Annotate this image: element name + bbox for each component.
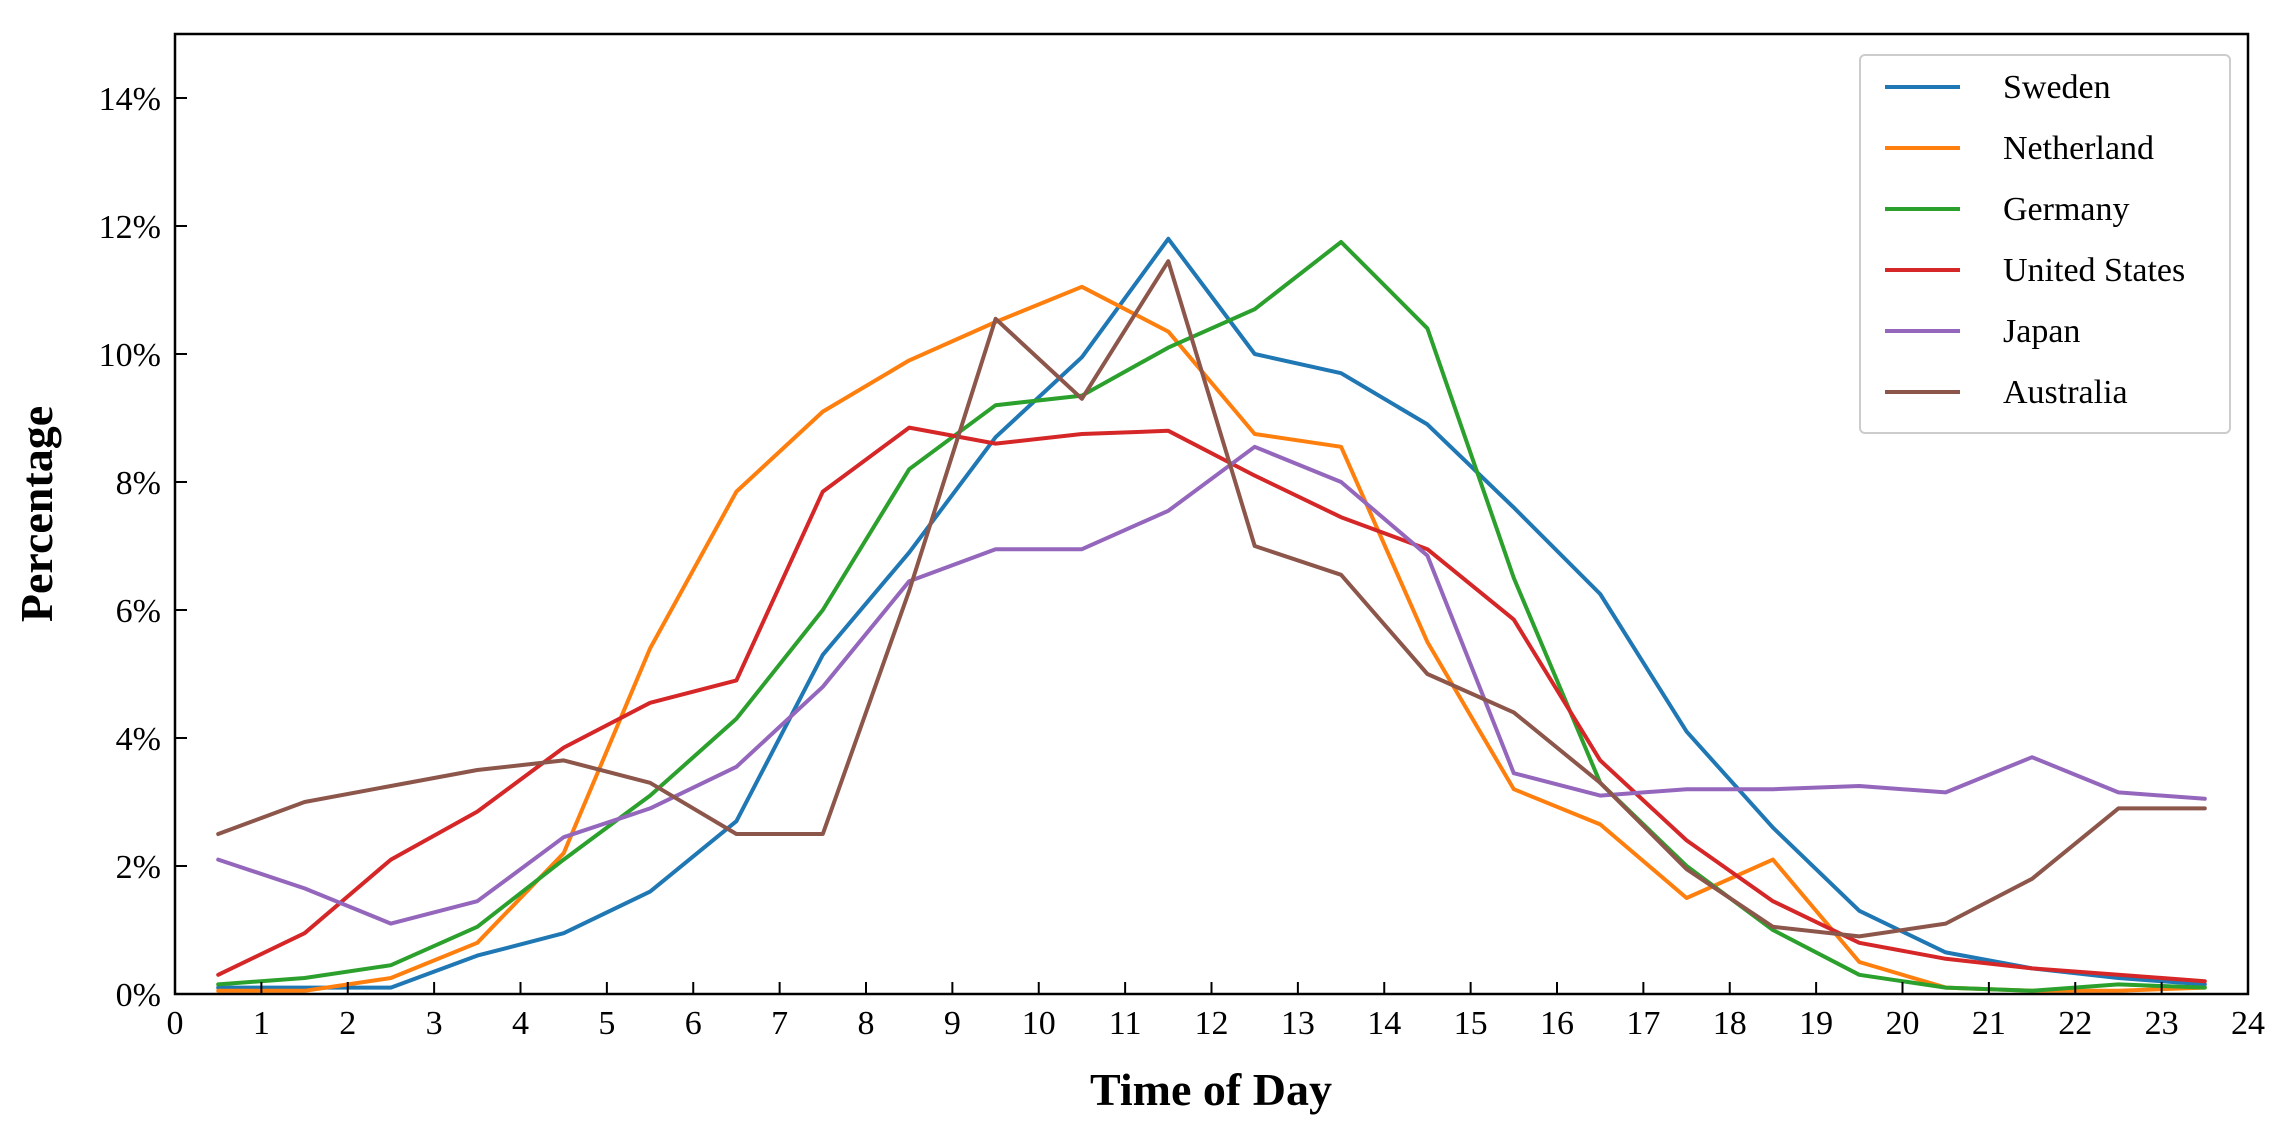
y-tick-label-12: 12% [99,209,161,246]
series-line-australia [216,259,2207,939]
series-line-netherland [216,284,2207,993]
y-tick-label-14: 14% [99,81,161,118]
x-tick-label-17: 17 [1626,1005,1660,1042]
x-tick-label-8: 8 [858,1005,875,1042]
x-tick-label-22: 22 [2058,1005,2092,1042]
x-tick-label-21: 21 [1972,1005,2006,1042]
x-tick-label-10: 10 [1022,1005,1056,1042]
x-tick-label-0: 0 [167,1005,184,1042]
x-tick-label-6: 6 [685,1005,702,1042]
y-tick-label-8: 8% [116,465,161,502]
legend-label-australia: Australia [2003,374,2128,411]
x-tick-label-3: 3 [426,1005,443,1042]
series-line-japan [216,444,2207,926]
x-tick-label-2: 2 [339,1005,356,1042]
y-tick-label-10: 10% [99,337,161,374]
x-tick-label-24: 24 [2231,1005,2265,1042]
x-tick-label-12: 12 [1195,1005,1229,1042]
y-tick-label-0: 0% [116,977,161,1014]
x-tick-label-18: 18 [1713,1005,1747,1042]
legend: Sweden Netherland Germany United States Japa… [1859,54,2231,434]
x-tick-label-11: 11 [1109,1005,1142,1042]
x-tick-label-1: 1 [253,1005,270,1042]
x-tick-label-4: 4 [512,1005,529,1042]
legend-label-germany: Germany [2003,191,2130,228]
x-tick-label-20: 20 [1886,1005,1920,1042]
x-tick-label-23: 23 [2145,1005,2179,1042]
x-tick-label-16: 16 [1540,1005,1574,1042]
x-tick-label-13: 13 [1281,1005,1315,1042]
x-tick-label-9: 9 [944,1005,961,1042]
x-tick-label-5: 5 [598,1005,615,1042]
series-line-germany [216,240,2207,993]
legend-label-united-states: United States [2003,252,2185,289]
series-layer [216,236,2207,993]
y-axis-title: Percentage [11,406,62,622]
series-line-united-states [216,425,2207,984]
series-line-sweden [216,236,2207,990]
tick-layer: 0 1 2 3 4 5 6 7 8 9 10 11 12 13 14 15 16 17 18 19 20 21 22 23 24… [99,81,2265,1042]
x-tick-label-14: 14 [1367,1005,1401,1042]
x-tick-label-19: 19 [1799,1005,1833,1042]
y-tick-label-6: 6% [116,593,161,630]
y-tick-label-2: 2% [116,849,161,886]
legend-label-sweden: Sweden [2003,69,2111,106]
x-tick-label-15: 15 [1454,1005,1488,1042]
x-tick-label-7: 7 [771,1005,788,1042]
legend-label-netherland: Netherland [2003,130,2154,167]
legend-items: Sweden Netherland Germany United States Japa… [1885,69,2185,411]
legend-label-japan: Japan [2003,313,2080,350]
x-axis-title: Time of Day [1090,1064,1332,1115]
y-tick-label-4: 4% [116,721,161,758]
